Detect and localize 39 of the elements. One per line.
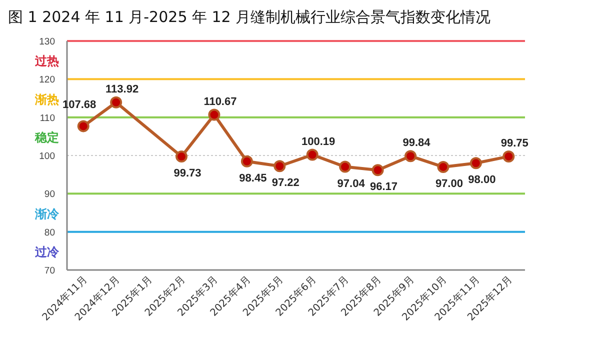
data-label: 98.45 [239,172,267,184]
y-tick-label: 70 [44,266,55,276]
y-tick-label: 110 [40,112,55,124]
point [240,155,253,168]
data-label: 99.73 [174,168,202,180]
point [404,150,416,162]
data-label: 113.92 [106,83,139,96]
data-label: 98.00 [468,174,496,186]
point [372,164,384,176]
chart-title: 图 1 2024 年 11 月-2025 年 12 月缝制机械行业综合景气指数变化情况 [8,8,491,26]
y-tick-label: 100 [39,151,55,162]
point [77,120,90,132]
y-tick-label: 过冷 [34,244,60,259]
data-label: 99.75 [500,137,528,150]
point [470,157,482,170]
data-label: 100.19 [302,136,336,148]
data-label: 110.67 [204,96,237,108]
data-label: 97.04 [337,178,366,190]
y-tick-label: 渐冷 [34,206,60,221]
y-tick-label: 过热 [34,54,59,68]
point [274,160,286,172]
point [176,150,188,163]
data-label: 97.22 [272,177,300,190]
data-label: 107.68 [62,99,96,112]
point [208,108,220,121]
data-label: 96.17 [370,181,398,194]
point [306,148,318,161]
data-label: 97.00 [435,178,463,190]
point [339,160,352,173]
point [110,96,122,108]
data-label: 99.84 [402,137,432,150]
y-tick-label: 渐热 [34,92,59,106]
y-tick-label: 120 [39,74,55,86]
point [437,160,450,173]
y-tick-label: 130 [39,36,55,48]
y-tick-label: 80 [44,227,55,238]
y-tick-label: 稳定 [34,130,59,144]
y-tick-label: 90 [44,189,55,200]
point [502,150,515,162]
